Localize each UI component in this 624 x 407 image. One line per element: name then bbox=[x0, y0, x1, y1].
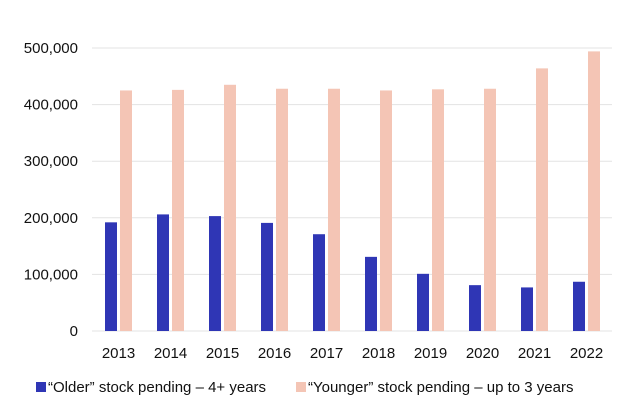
legend-label-older: “Older” stock pending – 4+ years bbox=[48, 379, 266, 396]
gridlines bbox=[92, 47, 612, 332]
bar-younger-2022 bbox=[588, 51, 600, 332]
y-axis-ticks: 0 100,000 200,000 300,000 400,000 500,000 bbox=[24, 40, 78, 340]
bars bbox=[105, 51, 600, 332]
bar-older-2020 bbox=[469, 285, 481, 331]
x-tick-label: 2021 bbox=[518, 345, 551, 362]
bar-younger-2015 bbox=[224, 84, 236, 331]
y-tick-label: 300,000 bbox=[24, 153, 78, 170]
bar-younger-2018 bbox=[380, 90, 392, 331]
x-tick-label: 2020 bbox=[466, 345, 499, 362]
x-tick-label: 2017 bbox=[310, 345, 343, 362]
legend: “Older” stock pending – 4+ years “Younge… bbox=[36, 379, 573, 396]
bar-older-2022 bbox=[573, 281, 585, 331]
bar-older-2021 bbox=[521, 287, 533, 331]
bar-older-2019 bbox=[417, 273, 429, 331]
x-tick-label: 2014 bbox=[154, 345, 187, 362]
y-tick-label: 200,000 bbox=[24, 210, 78, 227]
x-tick-label: 2016 bbox=[258, 345, 291, 362]
x-tick-label: 2015 bbox=[206, 345, 239, 362]
x-tick-label: 2022 bbox=[570, 345, 603, 362]
bar-younger-2014 bbox=[172, 89, 184, 331]
y-tick-label: 100,000 bbox=[24, 266, 78, 283]
bar-younger-2019 bbox=[432, 89, 444, 332]
bar-older-2017 bbox=[313, 234, 325, 331]
bar-older-2013 bbox=[105, 222, 117, 331]
y-tick-label: 0 bbox=[70, 323, 78, 340]
x-tick-label: 2013 bbox=[102, 345, 135, 362]
x-tick-label: 2019 bbox=[414, 345, 447, 362]
bar-younger-2021 bbox=[536, 68, 548, 331]
legend-swatch-younger bbox=[296, 382, 306, 392]
bar-older-2015 bbox=[209, 216, 221, 331]
y-tick-label: 400,000 bbox=[24, 97, 78, 114]
legend-label-younger: “Younger” stock pending – up to 3 years bbox=[308, 379, 573, 396]
bar-younger-2013 bbox=[120, 90, 132, 331]
bar-younger-2020 bbox=[484, 88, 496, 331]
bar-older-2014 bbox=[157, 214, 169, 331]
x-axis-ticks: 2013 2014 2015 2016 2017 2018 2019 2020 2021 2022 bbox=[102, 345, 603, 362]
bar-older-2018 bbox=[365, 256, 377, 331]
bar-younger-2017 bbox=[328, 88, 340, 331]
legend-swatch-older bbox=[36, 382, 46, 392]
y-tick-label: 500,000 bbox=[24, 40, 78, 57]
x-tick-label: 2018 bbox=[362, 345, 395, 362]
bar-younger-2016 bbox=[276, 88, 288, 331]
bar-older-2016 bbox=[261, 222, 273, 331]
